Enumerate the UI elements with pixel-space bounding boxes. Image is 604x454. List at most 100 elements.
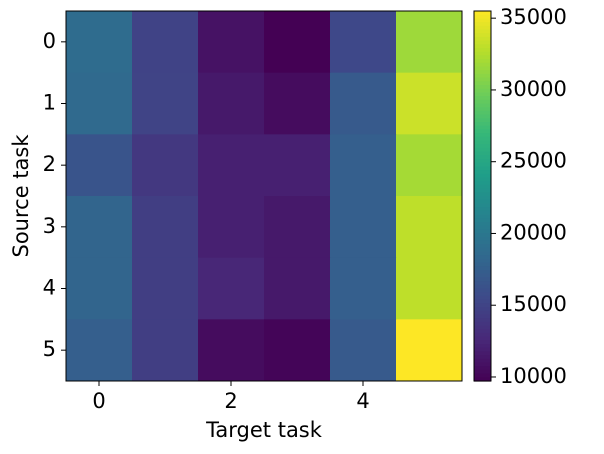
colorbar-segment xyxy=(474,14,491,19)
plot-frame xyxy=(65,10,463,382)
colorbar-segment xyxy=(474,233,491,238)
colorbar-segment xyxy=(474,85,491,90)
colorbar-frame xyxy=(473,10,492,382)
colorbar-segment xyxy=(474,118,491,123)
colorbar-segment xyxy=(474,314,491,319)
x-axis-label: Target task xyxy=(205,418,323,442)
heatmap-cell xyxy=(198,11,265,74)
colorbar-segment xyxy=(474,318,491,323)
colorbar-segment xyxy=(474,332,491,338)
colorbar-segment xyxy=(474,214,491,219)
colorbar-segment xyxy=(474,247,491,253)
colorbar-segment xyxy=(474,33,491,38)
colorbar-segment xyxy=(474,221,491,227)
colorbar-tick-label: 35000 xyxy=(500,5,567,29)
colorbar-segment xyxy=(474,344,491,349)
y-tick-label: 0 xyxy=(43,29,56,53)
colorbar-segment xyxy=(474,96,491,101)
colorbar-segment xyxy=(474,66,491,71)
colorbar-segment xyxy=(474,377,491,382)
y-axis-label: Source task xyxy=(9,134,33,258)
colorbar-segment xyxy=(474,170,491,175)
colorbar-segment xyxy=(474,310,491,315)
heatmap-cell xyxy=(132,319,199,382)
colorbar-segment xyxy=(474,203,491,208)
colorbar-segment xyxy=(474,229,491,234)
colorbar-segment xyxy=(474,73,491,79)
colorbar-segment xyxy=(474,325,491,330)
heatmap-cell xyxy=(330,134,397,197)
colorbar-segment xyxy=(474,199,491,204)
colorbar-segment xyxy=(474,347,491,352)
colorbar-segment xyxy=(474,103,491,108)
colorbar-segment xyxy=(474,22,491,27)
heatmap-cell xyxy=(132,11,199,74)
colorbar-segment xyxy=(474,107,491,112)
colorbar-segment xyxy=(474,177,491,182)
y-tick-label: 4 xyxy=(43,276,56,300)
y-tick-label: 1 xyxy=(43,91,56,115)
colorbar-segment xyxy=(474,44,491,49)
x-tick-label: 2 xyxy=(224,389,237,413)
colorbar-segment xyxy=(474,81,491,86)
heatmap-cell xyxy=(396,257,463,320)
colorbar-segment xyxy=(474,196,491,201)
colorbar-segment xyxy=(474,192,491,197)
heatmap-cell xyxy=(264,257,331,320)
colorbar-tick-label: 15000 xyxy=(500,292,567,316)
heatmap-cell xyxy=(396,319,463,382)
heatmap-cell xyxy=(198,196,265,259)
colorbar-segment xyxy=(474,329,491,334)
colorbar-segment xyxy=(474,336,491,341)
colorbar-segment xyxy=(474,125,491,130)
heatmap-cell xyxy=(198,72,265,135)
colorbar-segment xyxy=(474,270,491,275)
heatmap-cell xyxy=(330,11,397,74)
heatmap-cell xyxy=(66,72,133,135)
heatmap-cell xyxy=(264,134,331,197)
heatmap-cell xyxy=(330,257,397,320)
colorbar-segment xyxy=(474,51,491,56)
colorbar-segment xyxy=(474,340,491,345)
colorbar-segment xyxy=(474,307,491,312)
heatmap-cell xyxy=(198,134,265,197)
colorbar-segment xyxy=(474,162,491,167)
colorbar-segment xyxy=(474,92,491,97)
colorbar-segment xyxy=(474,36,491,42)
colorbar-segment xyxy=(474,251,491,256)
heatmap-cell xyxy=(132,72,199,135)
heatmap-cell xyxy=(198,257,265,320)
heatmap-cell xyxy=(66,257,133,320)
colorbar-segment xyxy=(474,284,491,290)
colorbar-segment xyxy=(474,151,491,156)
colorbar-segment xyxy=(474,373,491,378)
heatmap-cell xyxy=(396,196,463,259)
colorbar-segment xyxy=(474,133,491,138)
colorbar-segment xyxy=(474,355,491,360)
heatmap-cell xyxy=(264,319,331,382)
colorbar-segment xyxy=(474,122,491,127)
colorbar-segment xyxy=(474,366,491,371)
colorbar-tick-label: 30000 xyxy=(500,77,567,101)
heatmap-cell xyxy=(264,72,331,135)
colorbar-segment xyxy=(474,255,491,260)
heatmap-cell xyxy=(330,196,397,259)
x-tick-label: 0 xyxy=(92,389,105,413)
colorbar-segment xyxy=(474,266,491,271)
heatmap-cell xyxy=(66,196,133,259)
colorbar-segment xyxy=(474,18,491,23)
colorbar-tick-label: 25000 xyxy=(500,149,567,173)
colorbar-segment xyxy=(474,11,491,16)
colorbar-segment xyxy=(474,55,491,60)
colorbar-segment xyxy=(474,159,491,164)
colorbar-segment xyxy=(474,358,491,364)
heatmap-cell xyxy=(198,319,265,382)
heatmap-cell xyxy=(264,11,331,74)
colorbar-segment xyxy=(474,369,491,375)
colorbar-segment xyxy=(474,40,491,45)
colorbar-segment xyxy=(474,114,491,119)
heatmap-cell xyxy=(330,319,397,382)
colorbar-segment xyxy=(474,136,491,142)
colorbar-segment xyxy=(474,166,491,171)
